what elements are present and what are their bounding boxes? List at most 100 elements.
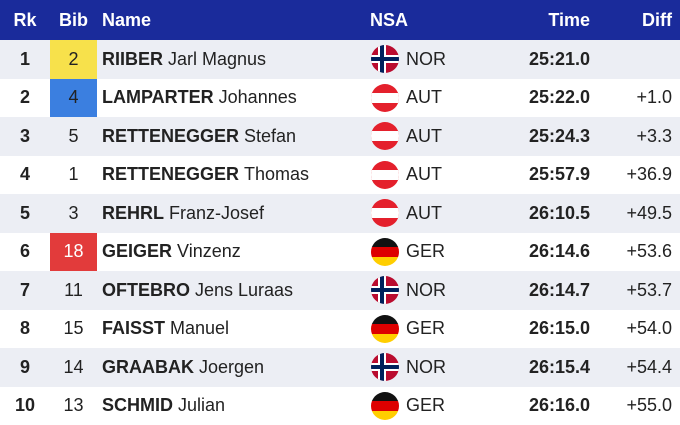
nsa-code: AUT [406,87,442,108]
result-row[interactable]: 4 1 RETTENEGGER Thomas AUT 25:57.9 +36.9 [0,156,680,195]
time: 25:22.0 [528,87,590,108]
header-cell[interactable]: Rk [13,9,37,30]
athlete-name[interactable]: LAMPARTER Johannes [102,79,297,118]
first-name: Stefan [244,125,297,146]
time: 25:57.9 [528,164,590,185]
rank: 7 [19,279,30,300]
time: 25:24.3 [528,125,590,146]
header-cell[interactable]: Diff [642,9,672,30]
flag [370,83,400,113]
last-name: GRAABAK [102,356,194,377]
result-row[interactable]: 5 3 REHRL Franz-Josef AUT 26:10.5 +49.5 [0,194,680,233]
last-name: SCHMID [102,395,173,416]
athlete-name[interactable]: RETTENEGGER Stefan [102,117,296,156]
bib: 4 [50,78,97,117]
first-name: Johannes [218,87,297,108]
nsa: GER [370,310,445,349]
bib: 18 [50,232,97,271]
nsa: AUT [370,79,442,118]
flag [370,352,400,382]
nsa-code: GER [406,395,446,416]
athlete-name[interactable]: GRAABAK Joergen [102,348,264,387]
diff: +53.7 [626,279,672,300]
flag [370,198,400,228]
rank: 5 [19,202,30,223]
time: 26:14.7 [528,279,590,300]
rank: 9 [19,356,30,377]
last-name: RETTENEGGER [102,164,240,185]
nsa: AUT [370,117,442,156]
last-name: RIIBER [102,48,164,69]
diff: +54.4 [626,356,672,377]
diff: +3.3 [636,125,672,146]
bib: 14 [63,356,84,377]
header-row: Rk Bib Name NSA Time Diff [0,0,680,40]
bib: 13 [63,395,84,416]
athlete-name[interactable]: RIIBER Jarl Magnus [102,40,266,79]
first-name: Joergen [199,356,265,377]
time: 26:15.0 [528,318,590,339]
rank: 6 [19,241,30,262]
diff: +54.0 [626,318,672,339]
flag [370,160,400,190]
last-name: GEIGER [102,241,173,262]
time: 25:21.0 [528,48,590,69]
first-name: Franz-Josef [169,202,265,223]
diff: +53.6 [626,241,672,262]
nsa-code: NOR [406,356,446,377]
athlete-name[interactable]: REHRL Franz-Josef [102,194,264,233]
first-name: Jarl Magnus [168,48,267,69]
time: 26:10.5 [528,202,590,223]
result-row[interactable]: 2 4 LAMPARTER Johannes AUT 25:22.0 +1.0 [0,78,680,118]
athlete-name[interactable]: OFTEBRO Jens Luraas [102,271,293,310]
result-row[interactable]: 6 18 GEIGER Vinzenz GER 26:14.6 +53.6 [0,232,680,272]
athlete-name[interactable]: RETTENEGGER Thomas [102,156,309,195]
bib: 3 [68,202,79,223]
rank: 3 [19,125,30,146]
flag [370,275,400,305]
first-name: Thomas [244,164,310,185]
nsa: AUT [370,156,442,195]
nsa-code: AUT [406,125,442,146]
nsa-code: NOR [406,48,446,69]
result-row[interactable]: 1 2 RIIBER Jarl Magnus NOR 25:21.0 [0,40,680,79]
nsa-code: AUT [406,164,442,185]
header-cell[interactable]: Time [548,9,590,30]
nsa: GER [370,233,445,272]
last-name: REHRL [102,202,164,223]
first-name: Manuel [170,318,230,339]
result-row[interactable]: 8 15 FAISST Manuel GER 26:15.0 +54.0 [0,310,680,349]
header-cell[interactable]: Name [102,9,152,30]
time: 26:16.0 [528,395,590,416]
flag [370,314,400,344]
diff: +49.5 [626,202,672,223]
result-row[interactable]: 3 5 RETTENEGGER Stefan AUT 25:24.3 +3.3 [0,117,680,156]
athlete-name[interactable]: SCHMID Julian [102,387,225,425]
last-name: RETTENEGGER [102,125,240,146]
header-cell[interactable]: NSA [370,9,409,30]
flag [370,237,400,267]
nsa-code: AUT [406,202,442,223]
nsa-code: GER [406,318,446,339]
diff: +55.0 [626,395,672,416]
header-cell[interactable]: Bib [59,9,88,30]
rank: 8 [19,318,30,339]
result-row[interactable]: 9 14 GRAABAK Joergen NOR 26:15.4 +54.4 [0,348,680,387]
first-name: Vinzenz [177,241,241,262]
bib: 11 [64,279,83,300]
time: 26:15.4 [528,356,590,377]
flag [370,121,400,151]
nsa: NOR [370,348,446,387]
bib: 2 [50,40,97,79]
first-name: Julian [178,395,226,416]
athlete-name[interactable]: GEIGER Vinzenz [102,233,241,272]
result-row[interactable]: 10 13 SCHMID Julian GER 26:16.0 +55.0 [0,387,680,425]
bib: 15 [63,318,84,339]
athlete-name[interactable]: FAISST Manuel [102,310,229,349]
bib: 5 [68,125,79,146]
result-row[interactable]: 7 11 OFTEBRO Jens Luraas NOR 26:14.7 +53.7 [0,271,680,310]
diff: +1.0 [636,87,672,108]
flag [370,391,400,421]
rank: 10 [14,395,36,416]
